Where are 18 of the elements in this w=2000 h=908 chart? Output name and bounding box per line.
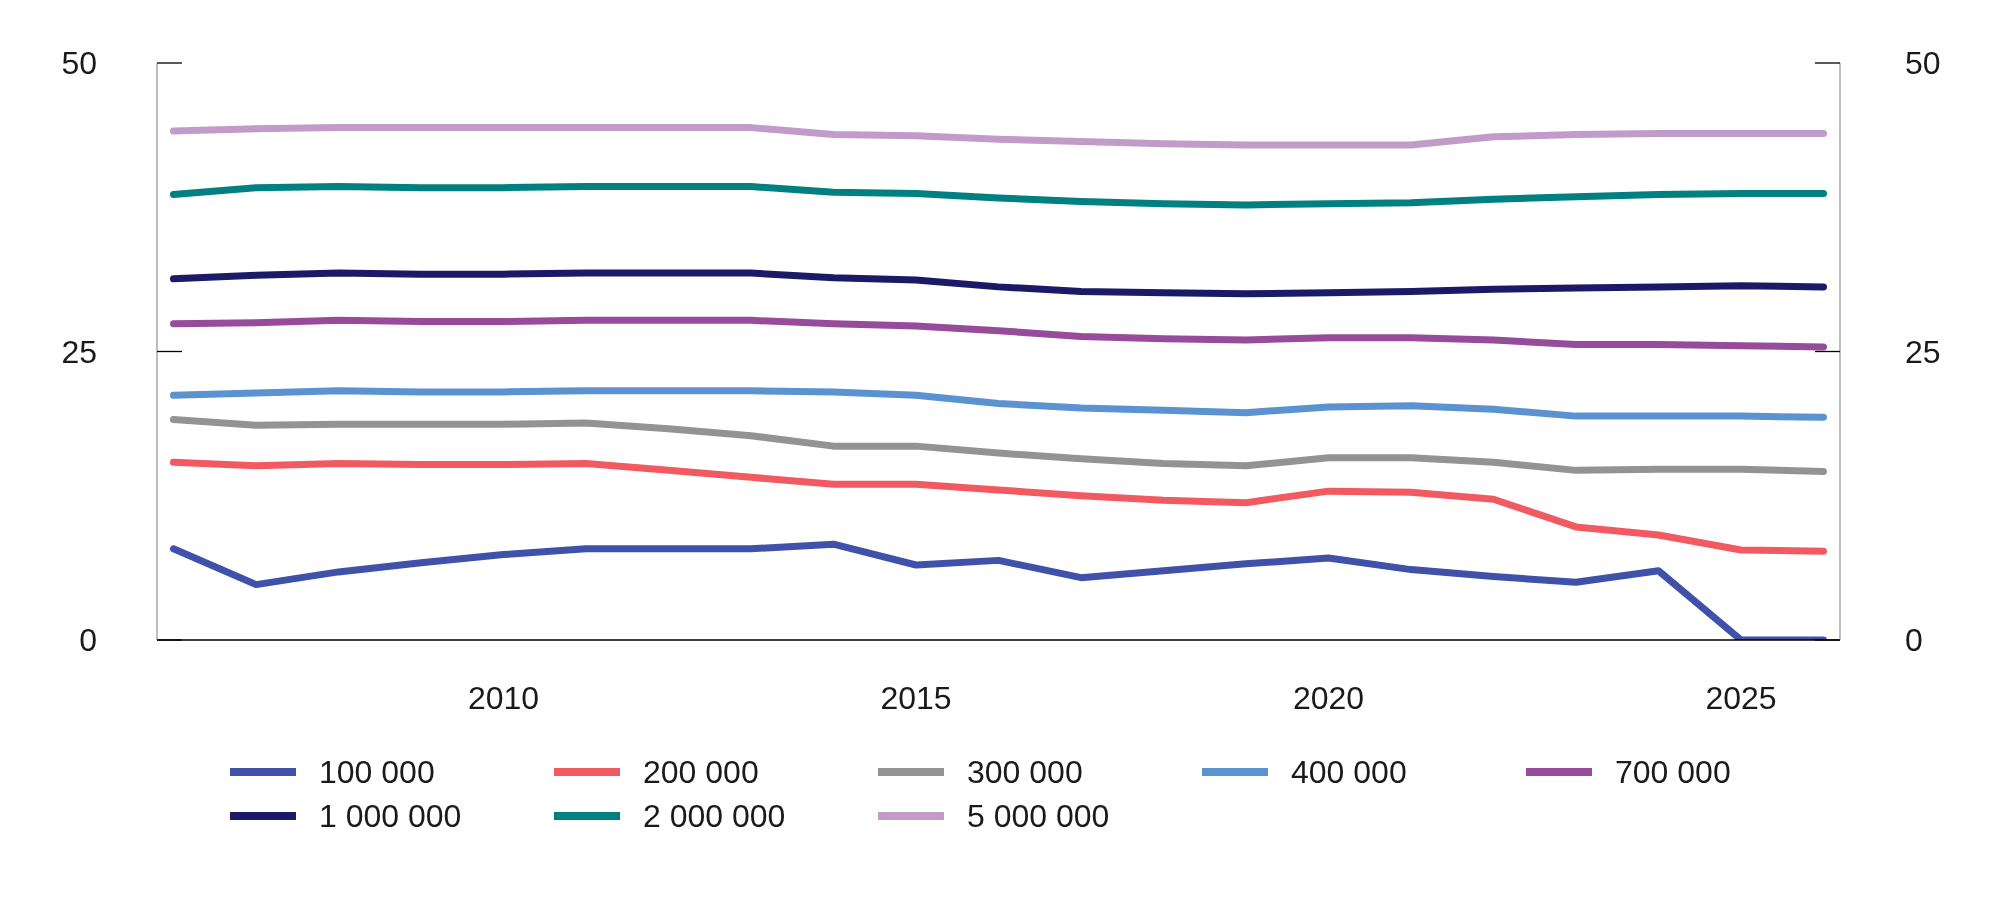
x-tick-label: 2025 xyxy=(1705,679,1777,716)
legend-label: 1 000 000 xyxy=(319,797,462,835)
y-tick-label: 25 xyxy=(61,333,97,370)
legend-label: 100 000 xyxy=(319,753,435,791)
legend-label: 400 000 xyxy=(1291,753,1407,791)
x-tick-label: 2015 xyxy=(880,679,952,716)
y2-tick-label: 0 xyxy=(1905,622,1923,659)
x-tick-label: 2020 xyxy=(1292,679,1365,716)
y-tick-label: 50 xyxy=(61,45,97,82)
legend-label: 5 000 000 xyxy=(967,797,1110,835)
legend-label: 300 000 xyxy=(967,753,1083,791)
legend-label: 200 000 xyxy=(643,753,759,791)
y2-tick-label: 50 xyxy=(1905,45,1941,82)
legend-label: 2 000 000 xyxy=(643,797,786,835)
y2-tick-label: 25 xyxy=(1905,333,1941,370)
y-tick-label: 0 xyxy=(79,622,97,659)
x-tick-label: 2010 xyxy=(467,679,540,716)
legend-label: 700 000 xyxy=(1615,753,1731,791)
